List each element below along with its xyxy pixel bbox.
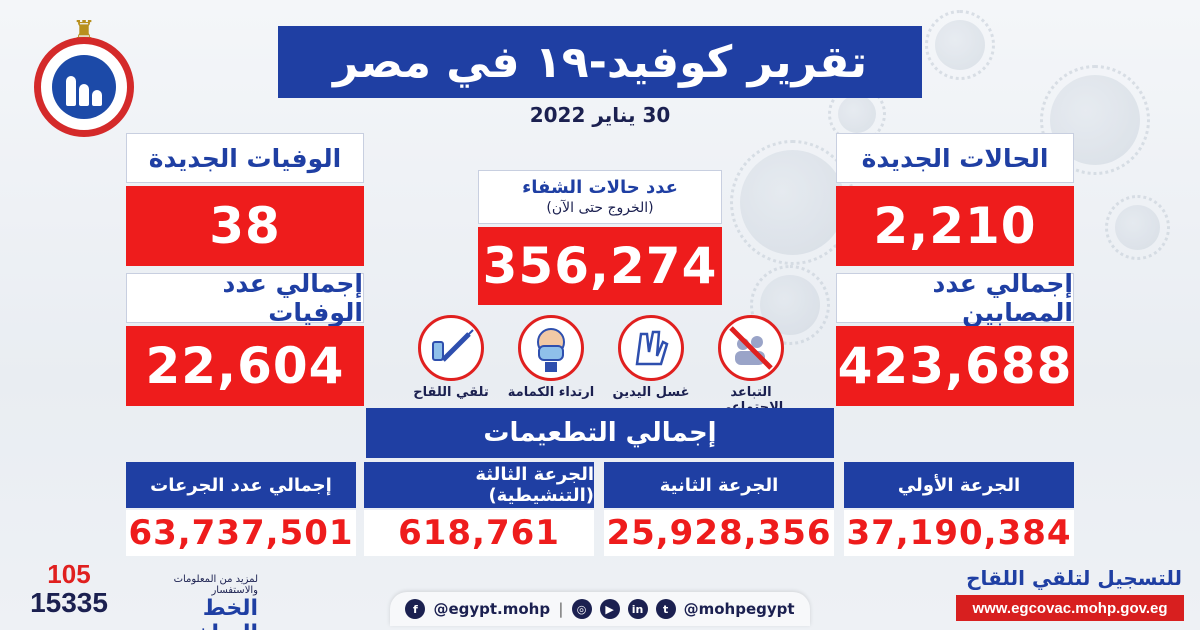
new-deaths-value: 38 xyxy=(126,186,364,266)
new-cases-label: الحالات الجديدة xyxy=(836,133,1074,183)
instagram-icon[interactable]: ◎ xyxy=(571,599,592,619)
twitter-icon[interactable]: t xyxy=(655,599,676,619)
divider: | xyxy=(558,600,564,618)
youtube-icon[interactable]: ▶ xyxy=(599,599,620,619)
vaccine-total-label: إجمالي عدد الجرعات xyxy=(126,462,356,508)
vaccine-dose-value: 618,761 xyxy=(364,510,594,556)
virus-decoration xyxy=(925,10,995,80)
recovered-label-box: عدد حالات الشفاء (الخروج حتى الآن) xyxy=(478,170,722,224)
precaution-item: ارتداء الكمامة xyxy=(506,315,596,400)
virus-decoration xyxy=(1105,195,1170,260)
hotline-number-bottom: 15335 xyxy=(30,587,108,618)
total-deaths-label: إجمالي عدد الوفيات xyxy=(126,269,364,327)
precaution-label: غسل اليدين xyxy=(612,385,690,400)
social-bar: f @egypt.mohp | ◎ ▶ in t @mohpegypt xyxy=(390,592,810,626)
hotline-subtitle: لمزيد من المعلومات والاستفسار xyxy=(173,574,258,596)
registration-url[interactable]: www.egcovac.mohp.gov.eg xyxy=(956,595,1184,621)
hotline-numbers: 105 15335 xyxy=(14,560,124,626)
facebook-icon[interactable]: f xyxy=(405,599,426,619)
precaution-item: تلقي اللقاح xyxy=(406,315,496,400)
facebook-handle[interactable]: @egypt.mohp xyxy=(433,600,551,618)
total-cases-value: 423,688 xyxy=(836,326,1074,406)
recovered-sublabel: (الخروج حتى الآن) xyxy=(546,200,654,216)
precaution-label: ارتداء الكمامة xyxy=(507,385,595,400)
hotline-info: لمزيد من المعلومات والاستفسار الخط الساخ… xyxy=(128,574,258,630)
total-cases-label: إجمالي عدد المصابين xyxy=(836,269,1074,327)
total-deaths-value: 22,604 xyxy=(126,326,364,406)
report-date: 30 يناير 2022 xyxy=(529,103,671,127)
linkedin-icon[interactable]: in xyxy=(627,599,648,619)
new-deaths-label: الوفيات الجديدة xyxy=(126,133,364,183)
face-mask-icon xyxy=(518,315,584,381)
vaccine-dose-value: 37,190,384 xyxy=(844,510,1074,556)
new-cases-value: 2,210 xyxy=(836,186,1074,266)
social-handle[interactable]: @mohpegypt xyxy=(683,600,795,618)
precaution-label: تلقي اللقاح xyxy=(413,385,489,400)
hands-washing-icon xyxy=(618,315,684,381)
vaccine-syringe-icon xyxy=(418,315,484,381)
vaccine-dose-label: الجرعة الأولي xyxy=(844,462,1074,508)
ministry-logo: ♜ xyxy=(30,15,138,137)
virus-decoration xyxy=(730,140,855,265)
hotline-number-top: 105 xyxy=(47,559,91,589)
hotline-label: الخط الساخن xyxy=(176,596,258,630)
virus-decoration xyxy=(828,85,886,143)
precaution-item: غسل اليدين xyxy=(606,315,696,400)
vaccine-dose-value: 25,928,356 xyxy=(604,510,834,556)
vaccine-dose-label: الجرعة الثانية xyxy=(604,462,834,508)
recovered-label: عدد حالات الشفاء xyxy=(522,177,678,198)
recovered-value: 356,274 xyxy=(478,227,722,305)
no-crowd-icon xyxy=(718,315,784,381)
family-icon xyxy=(62,70,106,106)
vaccine-dose-label: الجرعة الثالثة (التنشيطية) xyxy=(364,462,594,508)
precaution-item: التباعد الاجتماعي xyxy=(706,315,796,415)
page-title: تقرير كوفيد-١٩ في مصر xyxy=(278,26,922,98)
vaccinations-header: إجمالي التطعيمات xyxy=(366,408,834,458)
vaccine-total-value: 63,737,501 xyxy=(126,510,356,556)
registration-label: للتسجيل لتلقي اللقاح xyxy=(966,566,1182,590)
